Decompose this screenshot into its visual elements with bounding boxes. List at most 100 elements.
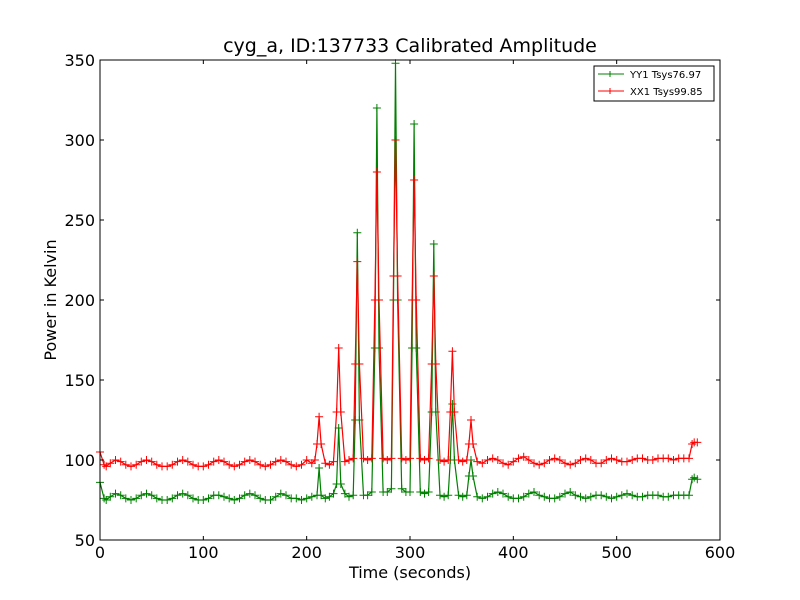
data-point xyxy=(488,489,497,498)
data-point xyxy=(454,491,463,500)
data-point xyxy=(251,491,259,500)
data-point xyxy=(106,459,115,468)
data-point xyxy=(410,120,419,128)
data-point xyxy=(315,412,324,421)
data-point xyxy=(454,456,463,464)
data-point xyxy=(623,489,631,498)
data-point xyxy=(561,489,569,498)
y-tick-label: 100 xyxy=(64,451,95,470)
data-point xyxy=(142,489,151,498)
data-point xyxy=(478,494,487,503)
data-point xyxy=(137,457,146,466)
data-point xyxy=(444,456,453,464)
data-point xyxy=(504,492,513,501)
y-tick-label: 250 xyxy=(64,211,95,230)
series-layer xyxy=(96,59,702,504)
data-point xyxy=(440,457,449,466)
y-tick-label: 150 xyxy=(64,371,95,390)
data-point xyxy=(504,460,513,469)
data-point xyxy=(420,456,429,464)
data-point xyxy=(530,488,538,496)
data-point xyxy=(292,462,301,471)
data-point xyxy=(152,460,161,469)
data-point xyxy=(325,460,334,469)
data-point xyxy=(514,494,523,503)
data-point xyxy=(235,460,244,469)
data-point xyxy=(297,496,306,504)
x-tick-label: 0 xyxy=(95,543,105,562)
data-point xyxy=(235,494,244,503)
legend-entry-yy1: YY1 Tsys76.97 xyxy=(598,70,701,81)
y-axis-title: Power in Kelvin xyxy=(41,239,60,360)
data-point xyxy=(127,462,135,471)
data-point xyxy=(444,491,453,500)
data-point xyxy=(359,454,368,463)
data-point xyxy=(163,496,172,504)
data-point xyxy=(387,484,396,493)
data-point xyxy=(266,460,275,469)
data-point xyxy=(499,489,507,498)
data-point xyxy=(111,489,120,498)
data-point xyxy=(372,168,381,176)
data-point xyxy=(436,456,444,464)
data-point xyxy=(519,452,528,461)
legend-label-xx1: XX1 Tsys99.85 xyxy=(630,87,703,98)
data-point xyxy=(412,296,421,304)
data-point xyxy=(458,457,467,466)
series-1 xyxy=(96,136,702,471)
data-point xyxy=(540,492,549,501)
data-point xyxy=(424,454,433,463)
data-point xyxy=(230,496,239,504)
data-point xyxy=(448,400,457,408)
data-point xyxy=(147,491,156,500)
data-point xyxy=(478,459,487,468)
data-point xyxy=(372,104,381,112)
data-point xyxy=(266,496,275,504)
data-point xyxy=(276,489,285,498)
data-point xyxy=(220,492,228,501)
data-point xyxy=(173,491,182,500)
data-point xyxy=(375,296,383,304)
data-point xyxy=(450,408,459,416)
data-point xyxy=(121,460,130,469)
data-point xyxy=(499,459,507,468)
data-point xyxy=(353,228,362,237)
data-point xyxy=(397,484,406,493)
data-point xyxy=(654,491,662,500)
data-point xyxy=(566,460,575,469)
data-point xyxy=(638,492,647,501)
data-point xyxy=(602,492,611,501)
data-point xyxy=(462,456,471,464)
data-point xyxy=(367,488,376,496)
data-point xyxy=(307,492,316,501)
legend-marker-yy1 xyxy=(607,71,613,77)
data-point xyxy=(535,460,544,469)
data-point xyxy=(685,491,693,500)
data-point xyxy=(550,454,559,463)
data-point xyxy=(669,456,678,464)
data-point xyxy=(420,489,429,498)
data-point xyxy=(535,491,544,500)
data-point xyxy=(617,491,626,500)
data-point xyxy=(387,454,396,463)
x-tick-label: 500 xyxy=(601,543,632,562)
legend: YY1 Tsys76.97 XX1 Tsys99.85 xyxy=(593,65,715,102)
data-point xyxy=(693,475,702,484)
data-point xyxy=(648,456,657,464)
data-point xyxy=(287,460,296,469)
x-axis-title: Time (seconds) xyxy=(348,563,471,582)
legend-entry-xx1: XX1 Tsys99.85 xyxy=(598,87,703,98)
data-point xyxy=(121,494,130,503)
x-tick-label: 100 xyxy=(188,543,219,562)
data-point xyxy=(488,454,497,463)
data-point xyxy=(100,460,109,469)
data-point xyxy=(429,272,438,280)
data-point xyxy=(116,457,125,466)
data-point xyxy=(467,416,475,424)
data-point xyxy=(628,491,637,500)
data-point xyxy=(555,492,564,501)
data-point xyxy=(375,344,383,352)
data-point xyxy=(329,489,338,498)
data-point xyxy=(493,456,502,464)
ticks-layer: 0 100 200 300 400 500 600 50 100 150 200 250 300 350 xyxy=(64,51,735,562)
